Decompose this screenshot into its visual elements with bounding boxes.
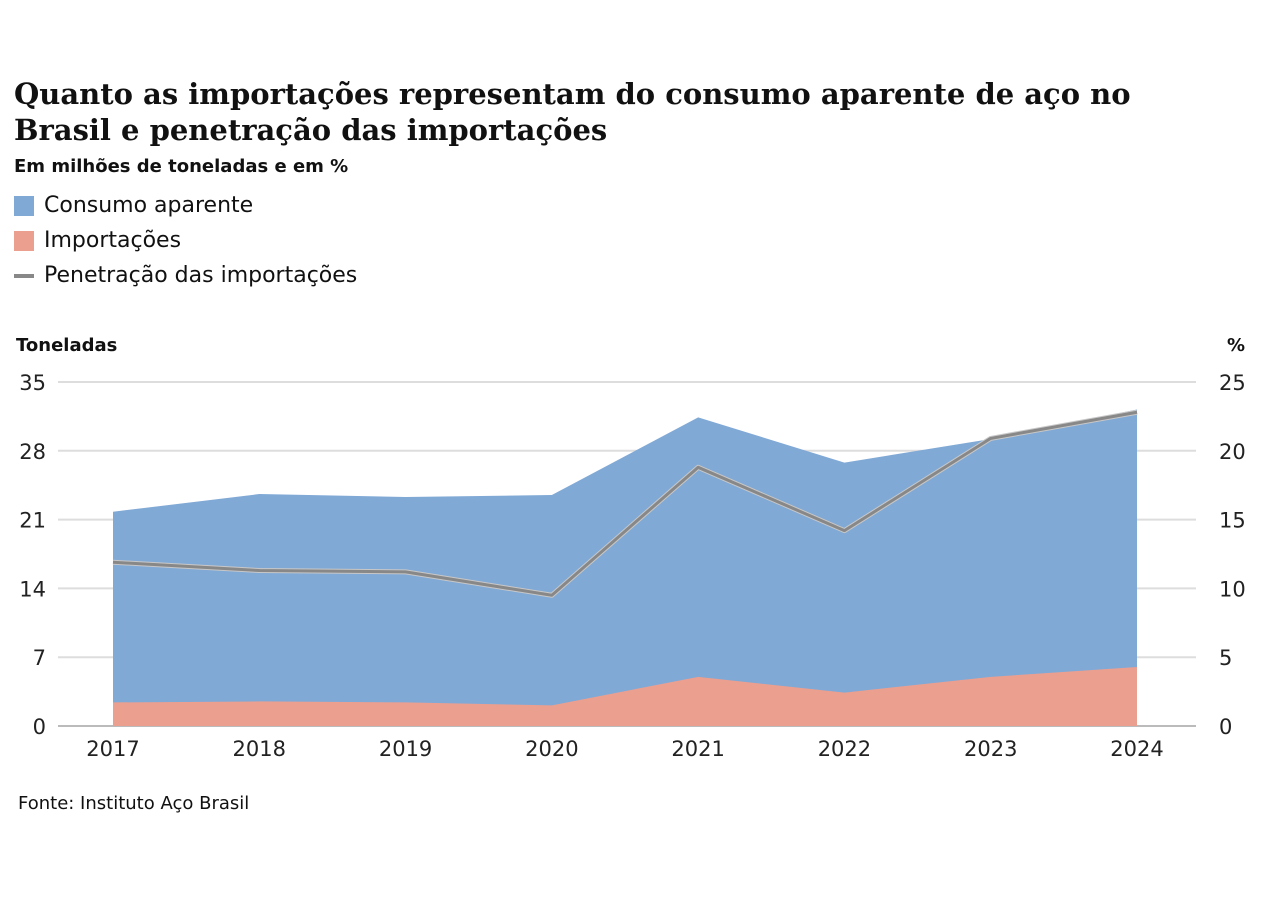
y-left-tick-label: 28 (19, 440, 46, 464)
chart-title: Quanto as importações representam do con… (14, 77, 1131, 147)
consumo-swatch-icon (14, 195, 34, 216)
importacoes-area (113, 667, 1137, 726)
chart-subtitle: Em milhões de toneladas e em % (14, 156, 349, 177)
y-right-tick-label: 10 (1219, 577, 1246, 601)
penetracao-line-swatch-icon (14, 273, 34, 278)
y-left-tick-label: 7 (33, 646, 46, 670)
x-tick-label: 2021 (671, 737, 724, 761)
x-tick-label: 2017 (86, 737, 139, 761)
y-right-tick-label: 5 (1219, 646, 1232, 670)
legend-label-consumo: Consumo aparente (44, 193, 254, 218)
y-left-tick-label: 0 (33, 715, 46, 739)
legend-label-importacoes: Importações (44, 228, 182, 253)
consumo-aparente-area (113, 409, 1137, 726)
source-note: Fonte: Instituto Aço Brasil (18, 793, 250, 814)
y-right-tick-label: 0 (1219, 715, 1232, 739)
y-right-tick-label: 25 (1219, 371, 1246, 395)
legend: Consumo aparente Importações Penetração … (14, 188, 357, 293)
legend-item-consumo: Consumo aparente (14, 188, 357, 223)
x-tick-label: 2019 (379, 737, 432, 761)
x-tick-label: 2023 (964, 737, 1017, 761)
y-left-tick-label: 35 (19, 371, 46, 395)
y-left-tick-label: 14 (19, 577, 46, 601)
y-right-tick-label: 15 (1219, 509, 1246, 533)
legend-item-importacoes: Importações (14, 223, 357, 258)
y-right-tick-label: 20 (1219, 440, 1246, 464)
x-tick-label: 2022 (818, 737, 871, 761)
penetracao-line (112, 410, 1138, 597)
legend-item-penetracao: Penetração das importações (14, 258, 357, 293)
right-axis-title: % (1227, 335, 1246, 356)
left-axis-title: Toneladas (16, 335, 118, 356)
y-left-tick-label: 21 (19, 509, 46, 533)
importacoes-swatch-icon (14, 230, 34, 251)
legend-label-penetracao: Penetração das importações (44, 263, 358, 288)
x-tick-label: 2020 (525, 737, 578, 761)
x-tick-label: 2018 (233, 737, 286, 761)
x-tick-label: 2024 (1110, 737, 1163, 761)
